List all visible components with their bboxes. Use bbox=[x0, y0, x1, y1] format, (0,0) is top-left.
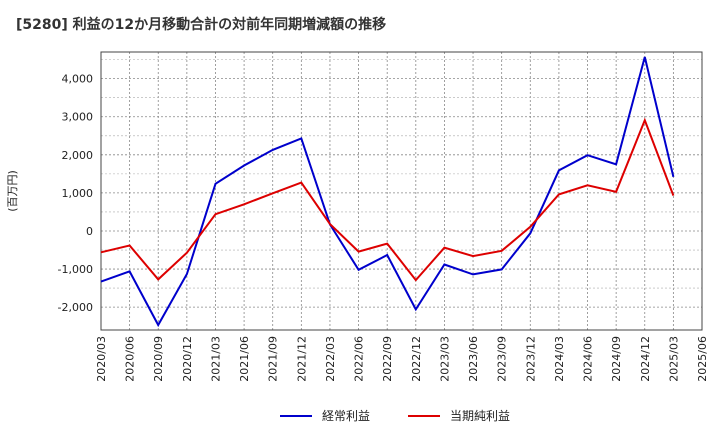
y-axis-label: (百万円) bbox=[6, 170, 19, 212]
x-tick-label: 2025/06 bbox=[696, 336, 709, 382]
x-tick-label: 2022/09 bbox=[381, 336, 394, 382]
x-tick-label: 2022/03 bbox=[324, 336, 337, 382]
x-tick-label: 2022/12 bbox=[410, 336, 423, 382]
x-tick-label: 2023/03 bbox=[438, 336, 451, 382]
x-tick-label: 2024/12 bbox=[639, 336, 652, 382]
x-tick-label: 2024/06 bbox=[582, 336, 595, 382]
chart-title: [5280] 利益の12か月移動合計の対前年同期増減額の推移 bbox=[16, 17, 387, 33]
x-tick-label: 2024/09 bbox=[610, 336, 623, 382]
y-tick-label: 1,000 bbox=[62, 187, 94, 200]
x-tick-label: 2023/09 bbox=[496, 336, 509, 382]
y-tick-label: 3,000 bbox=[62, 111, 94, 124]
legend-label-2: 当期純利益 bbox=[450, 409, 510, 423]
y-tick-label: 2,000 bbox=[62, 149, 94, 162]
y-tick-label: 0 bbox=[86, 225, 93, 238]
legend-label-1: 経常利益 bbox=[322, 409, 370, 423]
series-line-2 bbox=[100, 117, 675, 282]
y-tick-label: -2,000 bbox=[58, 301, 93, 314]
x-tick-label: 2021/03 bbox=[209, 336, 222, 382]
y-tick-label: 4,000 bbox=[62, 73, 94, 86]
x-tick-label: 2020/06 bbox=[124, 336, 137, 382]
x-tick-label: 2023/12 bbox=[524, 336, 537, 382]
x-tick-label: 2020/12 bbox=[181, 336, 194, 382]
x-tick-label: 2021/12 bbox=[295, 336, 308, 382]
x-tick-label: 2023/06 bbox=[467, 336, 480, 382]
x-tick-label: 2020/09 bbox=[152, 336, 165, 382]
x-tick-label: 2020/03 bbox=[95, 336, 108, 382]
x-tick-label: 2022/06 bbox=[353, 336, 366, 382]
x-tick-label: 2025/03 bbox=[667, 336, 680, 382]
plot-frame bbox=[100, 51, 703, 331]
x-tick-label: 2024/03 bbox=[553, 336, 566, 382]
series-line-1 bbox=[100, 56, 675, 328]
x-tick-label: 2021/09 bbox=[267, 336, 280, 382]
x-tick-label: 2021/06 bbox=[238, 336, 251, 382]
y-tick-label: -1,000 bbox=[58, 263, 93, 276]
